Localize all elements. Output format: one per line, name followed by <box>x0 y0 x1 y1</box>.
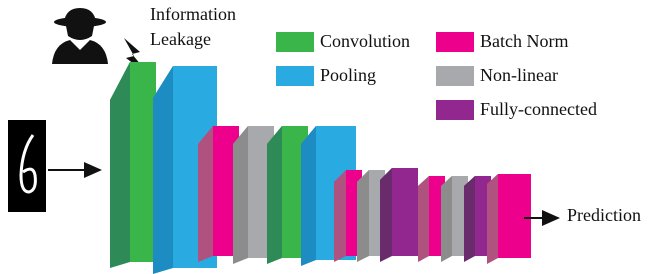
legend-label: Pooling <box>320 65 376 85</box>
legend-label: Batch Norm <box>480 31 568 51</box>
block-side <box>153 66 173 274</box>
block-side <box>198 126 213 262</box>
layer-block <box>198 126 239 262</box>
legend-swatch <box>276 66 314 86</box>
layer-block <box>380 168 418 262</box>
annotation-line: Leakage <box>150 29 211 49</box>
block-side <box>380 168 392 262</box>
layer-block <box>110 62 156 268</box>
legend-label: Non-linear <box>480 65 558 85</box>
block-side <box>418 176 429 262</box>
legend-swatch <box>436 66 474 86</box>
legend: Convolution Batch Norm Pooling Non-linear Fu… <box>276 31 597 120</box>
spy-icon <box>52 8 108 64</box>
network-blocks <box>110 62 531 274</box>
block-front <box>498 174 531 258</box>
block-front <box>392 168 418 256</box>
block-side <box>487 174 498 264</box>
block-side <box>110 62 130 268</box>
layer-block <box>464 176 491 262</box>
block-side <box>267 126 282 264</box>
legend-swatch <box>436 32 474 52</box>
annotation-line: Information <box>150 4 236 24</box>
block-side <box>441 176 452 262</box>
legend-label: Fully-connected <box>480 99 597 119</box>
block-side <box>357 170 369 262</box>
block-front <box>130 62 156 262</box>
layer-block <box>418 176 445 262</box>
legend-swatch <box>276 32 314 52</box>
output-label: Prediction <box>567 205 641 225</box>
input-image <box>8 120 46 212</box>
block-side <box>301 126 316 266</box>
legend-label: Convolution <box>320 31 410 51</box>
block-side <box>334 170 346 262</box>
layer-block <box>441 176 468 262</box>
legend-swatch <box>436 100 474 120</box>
block-side <box>464 176 475 262</box>
diagram: Information Leakage Prediction Convoluti… <box>0 0 659 274</box>
block-side <box>233 126 248 264</box>
